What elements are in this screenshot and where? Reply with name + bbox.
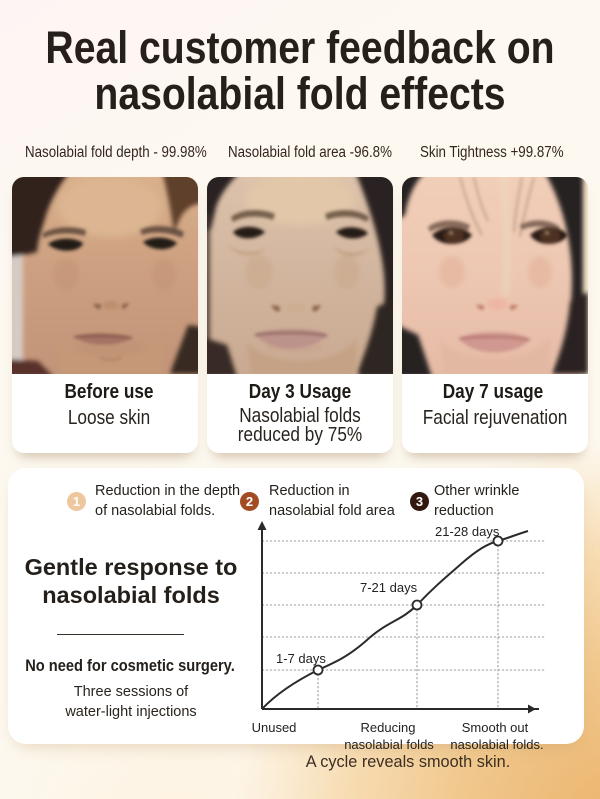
svg-text:nasolabial folds: nasolabial folds xyxy=(344,737,434,752)
svg-text:Unused: Unused xyxy=(252,720,297,735)
svg-text:1-7 days: 1-7 days xyxy=(276,651,326,666)
svg-text:Smooth out: Smooth out xyxy=(462,720,529,735)
svg-text:21-28 days: 21-28 days xyxy=(435,524,500,539)
svg-text:nasolabial folds.: nasolabial folds. xyxy=(450,737,543,752)
svg-text:Reducing: Reducing xyxy=(361,720,416,735)
svg-text:7-21 days: 7-21 days xyxy=(360,580,418,595)
